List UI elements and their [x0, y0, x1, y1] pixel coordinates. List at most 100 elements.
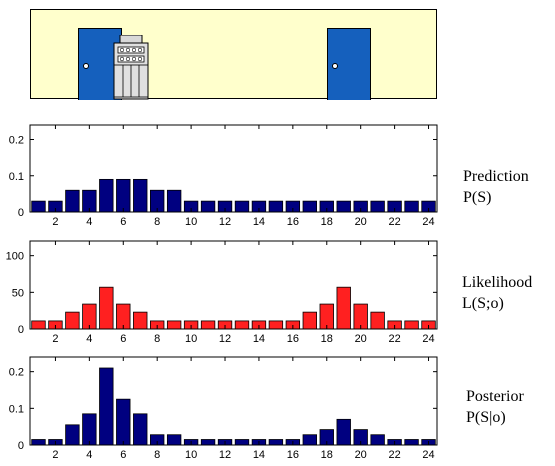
prediction-bar: [302, 200, 317, 213]
likelihood-bar: [302, 311, 317, 330]
posterior-bar: [268, 439, 284, 446]
posterior-bar: [82, 413, 97, 446]
posterior-xtick-label: 14: [253, 449, 265, 461]
likelihood-xtick-label: 24: [422, 333, 434, 345]
posterior-xtick-label: 2: [52, 449, 58, 461]
posterior-xtick-label: 22: [388, 449, 400, 461]
likelihood-bar: [133, 311, 148, 330]
prediction-bar: [200, 200, 216, 213]
likelihood-bar: [65, 311, 80, 330]
prediction-bar: [116, 178, 131, 213]
posterior-bar: [65, 424, 80, 446]
prediction-caption: Prediction P(S): [463, 166, 529, 208]
prediction-xtick-label: 6: [120, 216, 126, 228]
likelihood-xtick-label: 16: [287, 333, 299, 345]
prediction-bar: [166, 189, 182, 213]
prediction-xtick-label: 16: [287, 216, 299, 228]
prediction-bar: [370, 200, 385, 213]
prediction-xtick-label: 2: [52, 216, 58, 228]
posterior-bar: [200, 439, 216, 446]
posterior-caption: Posterior P(S|o): [466, 386, 524, 428]
posterior-bar: [133, 413, 148, 446]
likelihood-xtick-label: 22: [388, 333, 400, 345]
posterior-caption-title: Posterior: [466, 388, 524, 405]
posterior-chart: 00.10.22 4 6 8 10 12 14 16 18 20 22 24: [9, 356, 438, 461]
likelihood-bar: [268, 320, 284, 330]
likelihood-xtick-label: 18: [321, 333, 333, 345]
posterior-bar: [336, 418, 351, 446]
posterior-bar: [99, 367, 114, 446]
posterior-xtick-label: 4: [86, 449, 92, 461]
likelihood-ytick-label: 100: [6, 251, 24, 263]
likelihood-caption: Likelihood L(S;o): [462, 272, 532, 314]
likelihood-xtick-label: 8: [154, 333, 160, 345]
likelihood-ytick-label: 0: [18, 324, 24, 336]
prediction-xtick-label: 14: [253, 216, 265, 228]
likelihood-axes-frame: [29, 240, 438, 330]
prediction-bar: [99, 178, 114, 213]
prediction-xtick-label: 24: [422, 216, 434, 228]
likelihood-bar: [99, 286, 114, 330]
posterior-ytick-label: 0.1: [9, 403, 24, 415]
prediction-xtick-label: 12: [219, 216, 231, 228]
posterior-caption-formula: P(S|o): [466, 409, 506, 426]
posterior-bar: [302, 434, 317, 446]
posterior-xtick-label: 18: [321, 449, 333, 461]
prediction-bar: [133, 178, 148, 213]
posterior-bar: [116, 398, 131, 446]
likelihood-bar: [200, 320, 216, 330]
likelihood-bar: [234, 320, 250, 330]
posterior-bar: [234, 439, 250, 446]
robot-icon: [113, 35, 149, 100]
likelihood-caption-title: Likelihood: [462, 274, 533, 291]
prediction-xtick-label: 10: [185, 216, 197, 228]
prediction-caption-title: Prediction: [463, 168, 529, 185]
prediction-chart: 00.10.22 4 6 8 10 12 14 16 18 20 22 24: [9, 124, 438, 228]
prediction-ytick-label: 0.2: [9, 135, 24, 147]
posterior-axes-frame: [29, 356, 438, 446]
prediction-xtick-label: 8: [154, 216, 160, 228]
prediction-bar: [336, 200, 351, 213]
prediction-bar: [268, 200, 284, 213]
posterior-ytick-label: 0: [18, 440, 24, 452]
prediction-ytick-label: 0.1: [9, 171, 24, 183]
likelihood-xtick-label: 10: [185, 333, 197, 345]
posterior-xtick-label: 16: [287, 449, 299, 461]
posterior-xtick-label: 10: [185, 449, 197, 461]
likelihood-xtick-label: 4: [86, 333, 92, 345]
posterior-xtick-label: 6: [120, 449, 126, 461]
likelihood-xtick-label: 14: [253, 333, 265, 345]
prediction-ytick-label: 0: [18, 207, 24, 219]
prediction-xtick-label: 20: [355, 216, 367, 228]
prediction-xtick-label: 22: [388, 216, 400, 228]
likelihood-bar: [370, 311, 385, 330]
prediction-bar: [31, 200, 46, 213]
likelihood-bar: [166, 320, 182, 330]
posterior-ytick-label: 0.2: [9, 367, 24, 379]
prediction-xtick-label: 4: [86, 216, 92, 228]
posterior-xtick-label: 12: [219, 449, 231, 461]
posterior-bar: [166, 434, 182, 446]
prediction-xtick-label: 18: [321, 216, 333, 228]
likelihood-ytick-label: 50: [12, 287, 24, 299]
prediction-axes-frame: [29, 124, 438, 213]
likelihood-bar: [31, 320, 46, 330]
likelihood-xtick-label: 20: [355, 333, 367, 345]
prediction-caption-formula: P(S): [463, 189, 492, 206]
posterior-bar: [31, 439, 46, 446]
door-knob-icon: [332, 63, 338, 69]
prediction-bar: [65, 189, 80, 213]
posterior-xtick-label: 24: [422, 449, 434, 461]
likelihood-xtick-label: 12: [219, 333, 231, 345]
posterior-bar: [404, 439, 419, 446]
posterior-xtick-label: 20: [355, 449, 367, 461]
door-icon: [327, 28, 371, 100]
posterior-xtick-label: 8: [154, 449, 160, 461]
prediction-bar: [234, 200, 250, 213]
likelihood-caption-formula: L(S;o): [462, 295, 504, 312]
prediction-bar: [404, 200, 419, 213]
likelihood-xtick-label: 6: [120, 333, 126, 345]
door-knob-icon: [83, 63, 89, 69]
